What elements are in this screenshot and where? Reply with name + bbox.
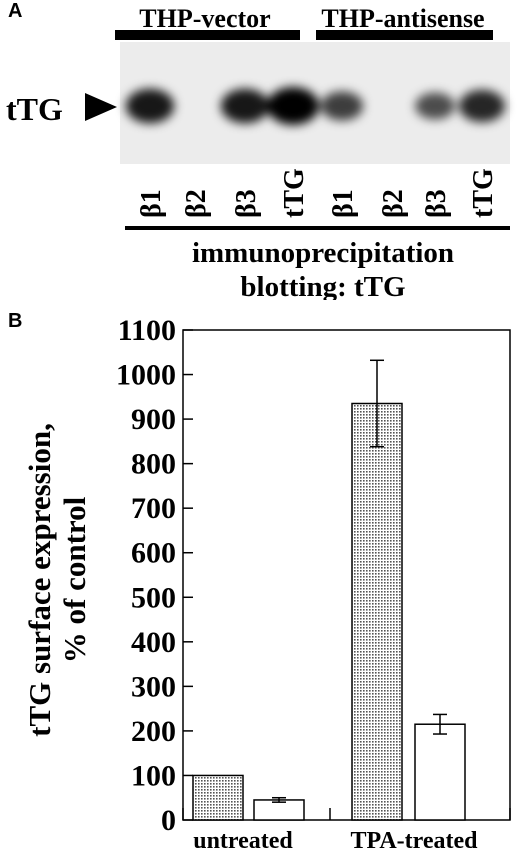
y-tick-label: 100 — [131, 759, 176, 792]
y-tick-label: 600 — [131, 537, 176, 570]
blot-band — [267, 87, 319, 125]
lane-label: β1 — [328, 189, 359, 218]
band-arrow-icon — [85, 93, 117, 121]
y-tick-label: 700 — [131, 492, 176, 525]
bar — [253, 799, 305, 821]
bar — [414, 723, 466, 821]
blot-band — [459, 89, 505, 123]
band-label-ttg: tTG — [6, 91, 63, 127]
bar — [192, 774, 244, 821]
lane-label: β2 — [181, 189, 212, 218]
y-tick-label: 900 — [131, 403, 176, 436]
panel-b-label: B — [8, 310, 23, 332]
blot-band — [320, 91, 364, 121]
bar-chart: tTG surface expression, % of control 0 10… — [22, 314, 511, 854]
group-bar-vector — [115, 30, 300, 40]
blot-band — [125, 88, 175, 124]
y-tick-label: 0 — [161, 804, 176, 837]
lane-label: tTG — [279, 168, 310, 218]
x-label-untreated: untreated — [193, 828, 293, 854]
y-tick-label: 200 — [131, 715, 176, 748]
caption-line-1: immunoprecipitation — [192, 237, 454, 269]
caption-rule — [125, 226, 510, 230]
lane-label: β1 — [136, 189, 167, 218]
y-tick-label: 500 — [131, 581, 176, 614]
blot-band — [415, 92, 455, 120]
y-tick-label: 1000 — [116, 359, 176, 392]
lane-label: tTG — [468, 168, 499, 218]
lane-label: β3 — [231, 189, 262, 218]
y-tick-label: 1100 — [118, 314, 176, 347]
group-bar-antisense — [316, 30, 493, 40]
y-tick-label: 800 — [131, 448, 176, 481]
x-label-tpa-treated: TPA-treated — [350, 828, 478, 854]
group-label-antisense: THP-antisense — [321, 4, 484, 33]
plot-frame — [182, 329, 511, 821]
blot-band — [220, 88, 270, 124]
blot-panel: THP-vector THP-antisense tTG β1 β2 β3 tTG β1… — [6, 4, 510, 300]
bar — [351, 402, 403, 821]
panel-a-label: A — [8, 0, 23, 22]
caption-line-2: blotting: tTG — [240, 271, 405, 300]
y-axis-title-line-2: % of control — [57, 496, 92, 663]
y-tick-label: 400 — [131, 626, 176, 659]
group-label-vector: THP-vector — [139, 4, 270, 33]
y-axis-title-line-1: tTG surface expression, — [22, 423, 57, 737]
y-tick-label: 300 — [131, 670, 176, 703]
lane-label: β3 — [421, 189, 452, 218]
lane-label: β2 — [378, 189, 409, 218]
